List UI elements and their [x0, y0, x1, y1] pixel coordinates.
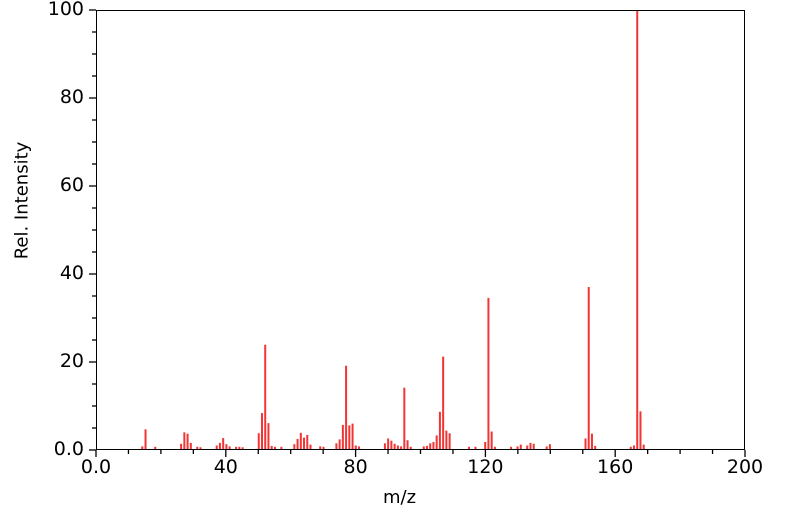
- y-tick-label: 0.0: [53, 438, 84, 460]
- x-tick-label: 160: [597, 456, 634, 478]
- x-tick-label: 40: [213, 456, 238, 478]
- y-axis-title: Rel. Intensity: [11, 141, 33, 260]
- y-axis-tick-labels: 0.0 20 40 60 80 100: [0, 0, 84, 460]
- x-tick-label: 120: [467, 456, 504, 478]
- y-tick-label: 40: [59, 262, 84, 284]
- y-tick-label: 20: [59, 350, 84, 372]
- x-axis-title: m/z: [382, 487, 417, 508]
- peak-group: [142, 11, 643, 449]
- y-tick-label: 100: [47, 0, 84, 20]
- x-tick-label: 0.0: [80, 456, 112, 478]
- y-tick-label: 60: [59, 174, 84, 196]
- y-tick-label: 80: [59, 86, 84, 108]
- x-axis-tick-labels: 0.0 40 80 120 160 200: [0, 458, 799, 488]
- x-tick-label: 80: [343, 456, 368, 478]
- plot-area: [96, 10, 745, 450]
- spectrum-canvas: [97, 11, 744, 449]
- x-tick-label: 200: [726, 456, 764, 478]
